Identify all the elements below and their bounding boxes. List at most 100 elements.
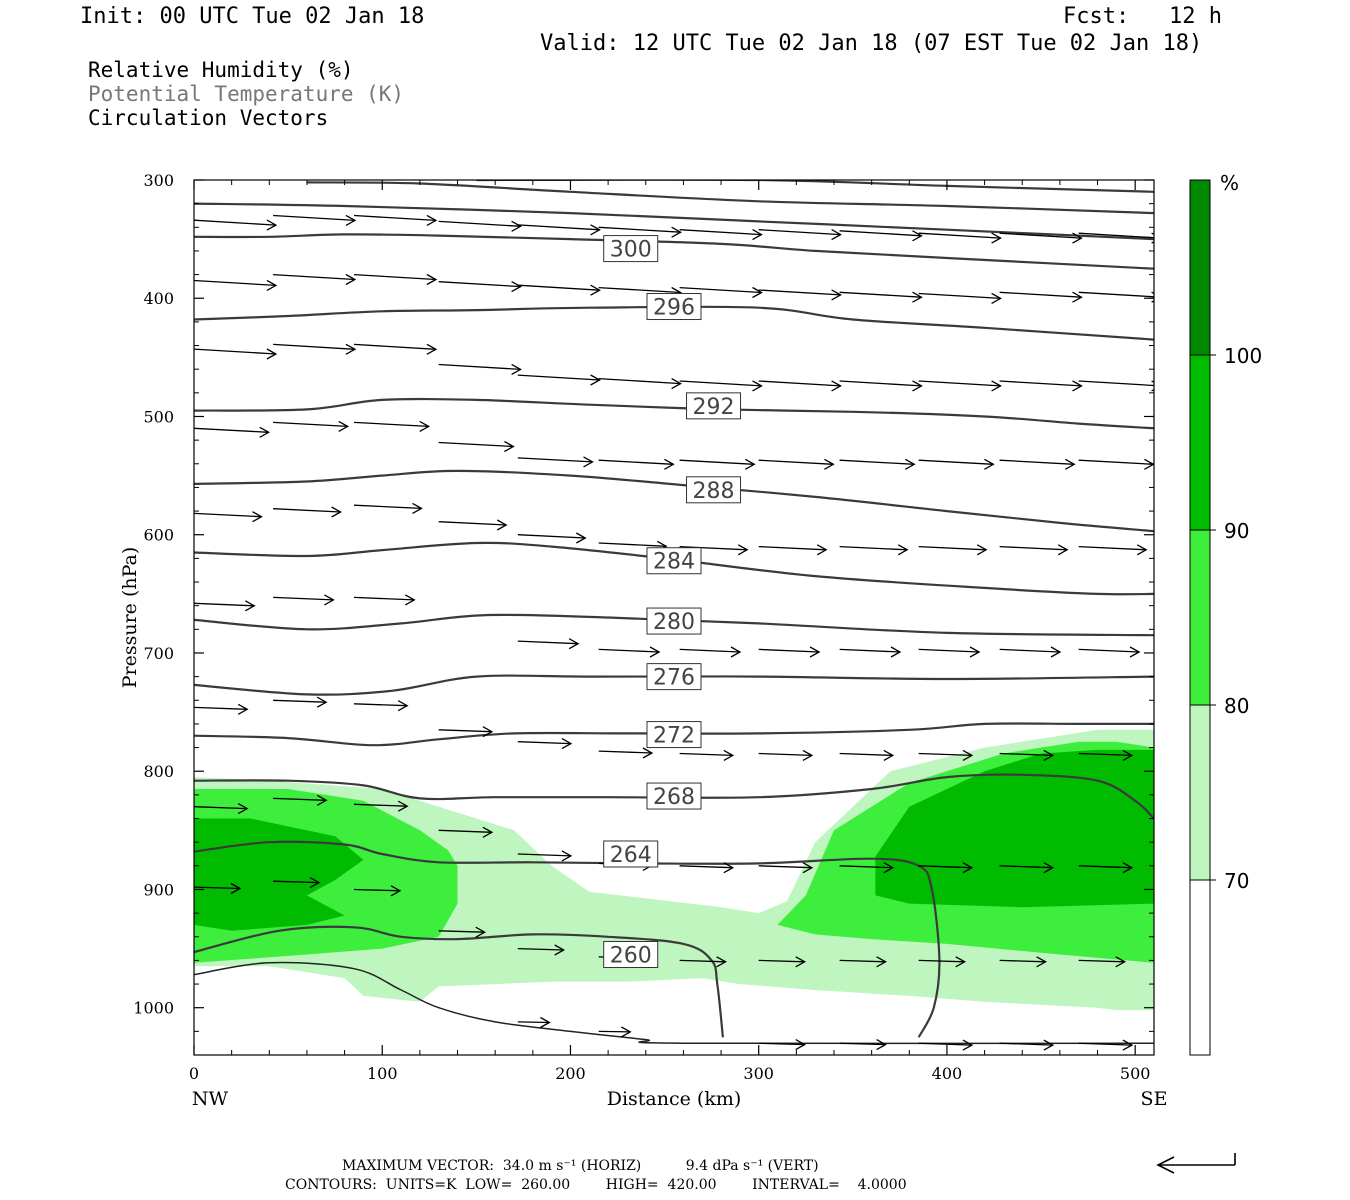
- circulation-vector: [273, 794, 328, 806]
- y-tick-label: 400: [143, 289, 174, 308]
- contour-label-text: 300: [610, 238, 652, 263]
- circulation-vector: [1078, 749, 1134, 761]
- contour-info-note: CONTOURS: UNITS=K LOW= 260.00 HIGH= 420.…: [285, 1177, 907, 1193]
- contour-label-box: [646, 721, 702, 749]
- contour-label-text: 260: [610, 943, 652, 968]
- circulation-vector: [1078, 458, 1154, 470]
- contour-label-288: 288: [686, 476, 742, 504]
- terrain-surface-line: [194, 961, 1154, 1045]
- circulation-vector: [918, 1039, 974, 1051]
- theta-contour-280: [194, 613, 1154, 637]
- colorbar-unit: %: [1220, 171, 1239, 195]
- circulation-vector: [273, 696, 328, 708]
- circulation-vector: [839, 862, 895, 874]
- y-axis-title: Pressure (hPa): [119, 547, 141, 689]
- valid-time: Valid: 12 UTC Tue 02 Jan 18 (07 EST Tue …: [540, 31, 1203, 56]
- circulation-vector: [353, 700, 409, 712]
- circulation-vector: [999, 1039, 1055, 1051]
- rh-fill-layer: [194, 729, 1154, 1011]
- circulation-vector: [999, 458, 1076, 470]
- circulation-vector: [273, 594, 335, 606]
- circulation-vector: [758, 289, 842, 301]
- y-tick-label: 800: [143, 762, 174, 781]
- x-tick-label: 500: [1120, 1064, 1151, 1083]
- theta-contour-312: [476, 180, 1154, 193]
- contour-label-box: [686, 476, 742, 504]
- contour-label-text: 268: [653, 785, 695, 810]
- circulation-vector: [999, 646, 1062, 658]
- x-tick-label: 100: [367, 1064, 398, 1083]
- circulation-vector: [679, 380, 763, 392]
- colorbar-segment: [1190, 880, 1210, 1055]
- circulation-vector: [517, 944, 566, 956]
- circulation-vector: [918, 544, 988, 556]
- colorbar-level-label: 100: [1224, 344, 1262, 368]
- circulation-vector: [918, 749, 974, 761]
- theta-contour-284: [194, 541, 1154, 596]
- surface-layer: [194, 961, 1154, 1045]
- circulation-vector: [517, 850, 573, 862]
- circulation-vector: [353, 800, 409, 812]
- colorbar-segment: [1190, 180, 1210, 355]
- circulation-vector: [273, 506, 342, 518]
- x-end-label-left: NW: [192, 1088, 229, 1110]
- circulation-vector: [598, 458, 675, 470]
- circulation-vector: [999, 749, 1055, 761]
- contour-label-280: 280: [646, 607, 702, 635]
- legend-potential-temperature: Potential Temperature (K): [88, 82, 405, 106]
- theta-contour-296: [194, 305, 1154, 341]
- circulation-vector: [918, 646, 981, 658]
- axis-layer: 300 400 500 600 700 800 900 1000 0 100 200 300 400 50…: [119, 171, 1167, 1110]
- init-time: Init: 00 UTC Tue 02 Jan 18: [80, 4, 425, 29]
- circulation-vector: [353, 343, 438, 355]
- y-tick-label: 900: [143, 880, 174, 899]
- circulation-vector: [839, 458, 916, 470]
- circulation-vector: [194, 882, 242, 895]
- contour-label-box: [646, 293, 702, 321]
- circulation-vector: [918, 232, 1002, 244]
- circulation-vector: [438, 926, 487, 938]
- circulation-vector: [839, 380, 923, 392]
- contour-label-276: 276: [646, 663, 702, 691]
- contour-label-text: 264: [610, 843, 652, 868]
- circulation-vector: [598, 747, 654, 759]
- contour-label-284: 284: [646, 547, 702, 575]
- circulation-vector: [999, 862, 1055, 874]
- circulation-vector: [353, 420, 431, 432]
- colorbar-segment: [1190, 355, 1210, 530]
- contour-label-box: [603, 235, 659, 263]
- circulation-vector: [1078, 862, 1134, 874]
- theta-contour-304: [194, 202, 1154, 241]
- colorbar-level-label: 70: [1224, 869, 1249, 893]
- theta-contour-276: [194, 674, 1154, 696]
- circulation-vector: [194, 348, 278, 360]
- theta-contour-268: [194, 773, 1154, 820]
- contour-label-box: [646, 547, 702, 575]
- circulation-vector: [353, 502, 423, 514]
- circulation-vector: [1078, 1039, 1134, 1051]
- contour-label-layer: 260 264 268 272 276 280 284 288 292 296 300: [603, 235, 742, 968]
- theta-contour-264: [194, 840, 941, 1038]
- circulation-vector: [758, 646, 821, 658]
- circulation-vector: [273, 273, 357, 286]
- circulation-vector: [839, 291, 923, 303]
- circulation-vector: [598, 377, 682, 390]
- contour-label-text: 288: [693, 479, 735, 504]
- legend-circulation-vectors: Circulation Vectors: [88, 106, 329, 130]
- circulation-vector: [438, 519, 508, 531]
- circulation-vector: [679, 749, 735, 761]
- circulation-vector: [273, 420, 350, 432]
- circulation-vector: [679, 229, 763, 241]
- colorbar: 70 80 90 100%: [1189, 171, 1262, 1056]
- colorbar-frame: [1189, 179, 1211, 1056]
- circulation-vector: [918, 956, 967, 968]
- contour-label-300: 300: [603, 235, 659, 263]
- contour-label-292: 292: [686, 392, 742, 420]
- x-axis-title: Distance (km): [607, 1088, 742, 1110]
- contour-label-text: 276: [653, 666, 695, 691]
- circulation-vector: [517, 1016, 551, 1029]
- contour-label-text: 296: [653, 296, 695, 321]
- circulation-vector: [598, 1026, 632, 1038]
- circulation-vector: [679, 544, 749, 556]
